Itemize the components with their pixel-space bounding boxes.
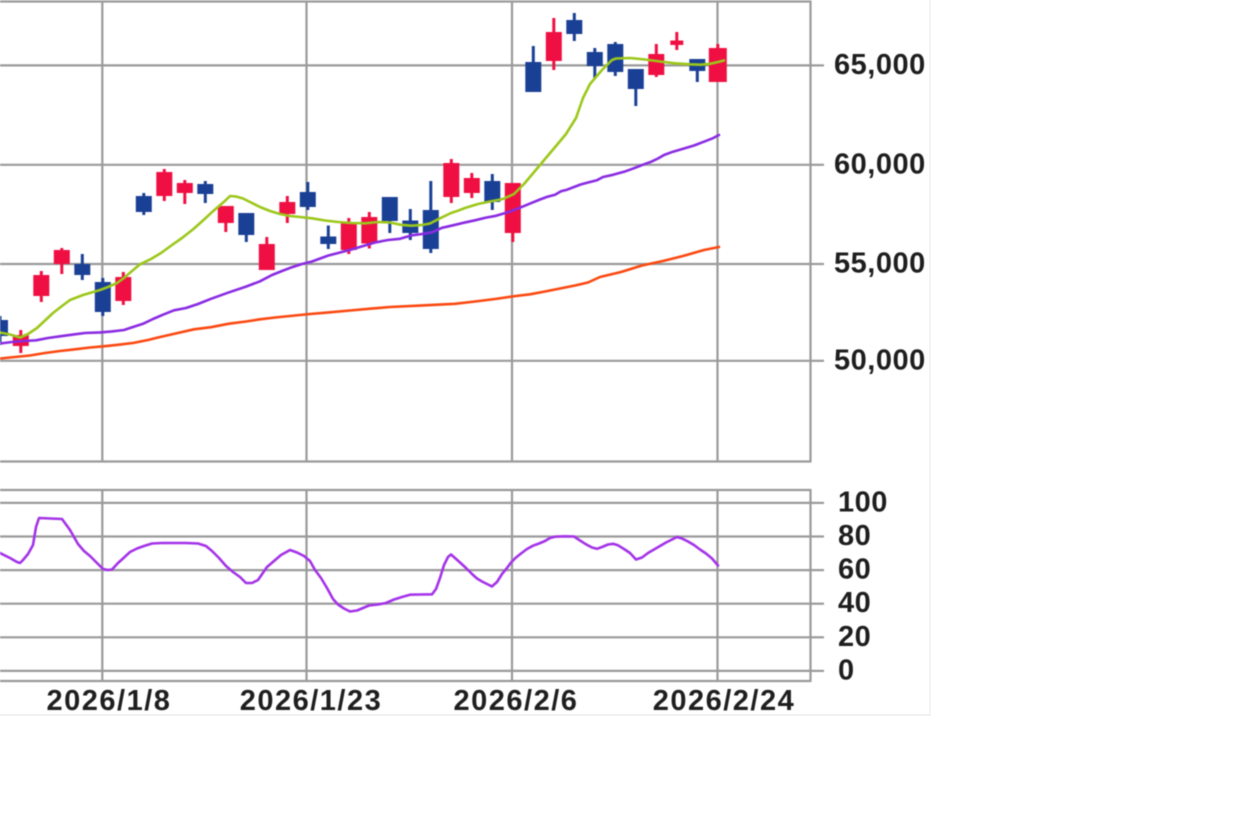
svg-text:2026/2/24: 2026/2/24 — [653, 685, 796, 717]
svg-text:2026/1/23: 2026/1/23 — [240, 685, 383, 717]
svg-text:2026/2/6: 2026/2/6 — [454, 685, 579, 717]
svg-text:2026/1/8: 2026/1/8 — [47, 685, 172, 717]
svg-text:60,000: 60,000 — [834, 148, 926, 180]
svg-text:60: 60 — [838, 554, 871, 586]
svg-text:50,000: 50,000 — [834, 344, 926, 376]
svg-text:55,000: 55,000 — [834, 248, 926, 280]
svg-text:40: 40 — [838, 587, 871, 619]
svg-text:80: 80 — [838, 520, 871, 552]
svg-text:100: 100 — [838, 486, 888, 518]
svg-text:0: 0 — [838, 654, 855, 686]
svg-text:65,000: 65,000 — [834, 49, 926, 81]
svg-text:20: 20 — [838, 621, 871, 653]
